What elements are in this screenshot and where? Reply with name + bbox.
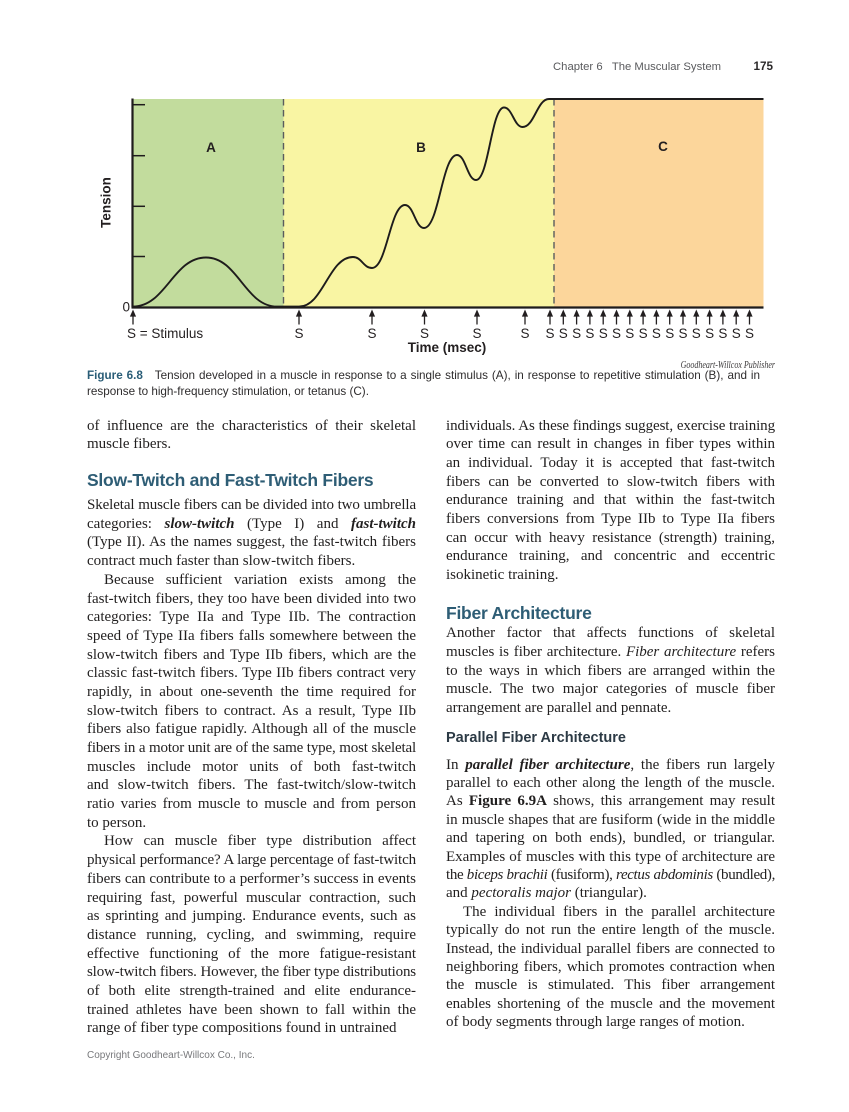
svg-text:S: S xyxy=(678,326,687,341)
svg-text:S: S xyxy=(367,326,376,341)
svg-text:S: S xyxy=(652,326,661,341)
svg-text:S: S xyxy=(294,326,303,341)
svg-text:Tension: Tension xyxy=(99,177,114,228)
svg-text:S: S xyxy=(745,326,754,341)
svg-text:S: S xyxy=(692,326,701,341)
svg-text:S: S xyxy=(639,326,648,341)
svg-text:S: S xyxy=(545,326,554,341)
svg-text:S: S xyxy=(472,326,481,341)
svg-text:S: S xyxy=(420,326,429,341)
svg-text:S: S xyxy=(705,326,714,341)
svg-text:S: S xyxy=(520,326,529,341)
svg-text:S: S xyxy=(625,326,634,341)
svg-text:S: S xyxy=(612,326,621,341)
svg-text:C: C xyxy=(658,139,668,154)
svg-text:0: 0 xyxy=(122,300,130,315)
svg-text:Time (msec): Time (msec) xyxy=(408,340,487,355)
svg-text:B: B xyxy=(416,140,426,155)
svg-text:S: S xyxy=(585,326,594,341)
svg-text:A: A xyxy=(206,140,216,155)
svg-text:S: S xyxy=(732,326,741,341)
svg-text:S: S xyxy=(665,326,674,341)
svg-text:S = Stimulus: S = Stimulus xyxy=(127,326,203,341)
svg-text:S: S xyxy=(599,326,608,341)
svg-text:S: S xyxy=(572,326,581,341)
svg-text:S: S xyxy=(559,326,568,341)
svg-text:S: S xyxy=(718,326,727,341)
